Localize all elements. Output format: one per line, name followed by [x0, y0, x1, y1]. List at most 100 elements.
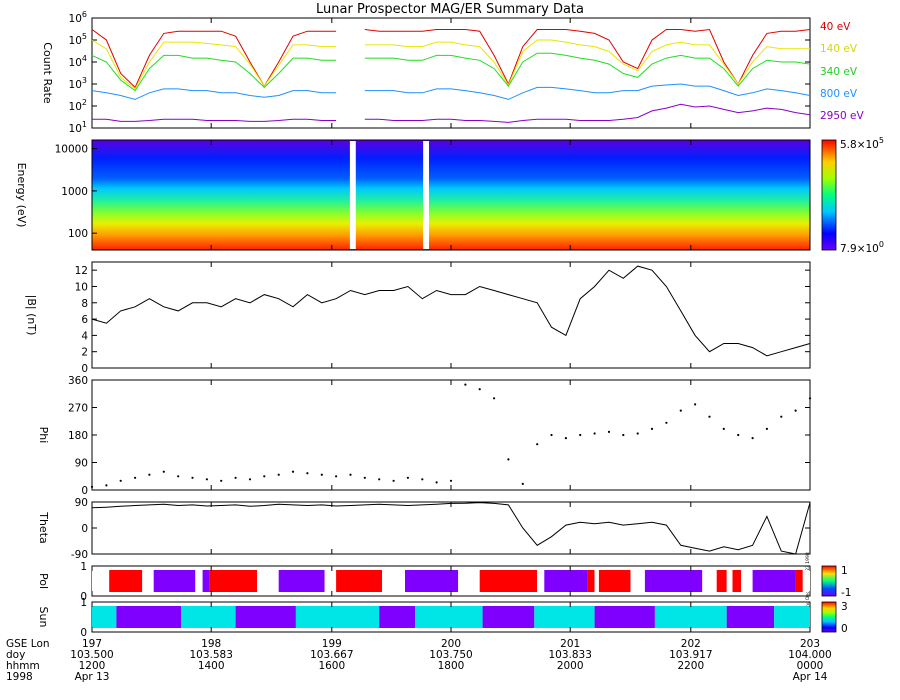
phi-ytick-label: 360 — [68, 375, 88, 387]
phi-point — [349, 473, 352, 476]
phi-point — [105, 484, 108, 487]
theta-line — [91, 502, 811, 555]
bmag-panel — [91, 261, 811, 369]
pol-segment — [142, 570, 154, 592]
theta-panel — [91, 501, 811, 555]
energy-colorbar-min: 7.9×100 — [840, 240, 884, 255]
count-rate-series-line — [91, 39, 810, 90]
phi-point — [722, 427, 725, 430]
pol-segment — [644, 570, 703, 592]
sun-segment — [774, 606, 810, 628]
legend-800ev: 800 eV — [820, 88, 858, 100]
phi-point — [177, 475, 180, 478]
phi-point — [220, 479, 223, 482]
footer-tick-hhmm: 1400 — [198, 660, 225, 672]
sun-segment — [235, 606, 296, 628]
count-rate-panel — [91, 17, 811, 129]
pol-segment — [324, 570, 337, 592]
count-rate-legend: 40 eV 140 eV 340 eV 800 eV 2950 eV — [820, 21, 865, 122]
energy-data-gap — [349, 141, 356, 249]
phi-point — [607, 430, 611, 433]
pol-segment — [458, 570, 480, 592]
footer-tick-hhmm: 1800 — [438, 660, 465, 672]
pol-segment — [587, 570, 595, 592]
footer-tick-hhmm: 0000 — [797, 660, 824, 672]
footer-label-doy: doy — [6, 649, 25, 661]
sun-segment — [379, 606, 416, 628]
phi-point — [162, 470, 165, 473]
phi-panel — [91, 379, 811, 491]
phi-point — [808, 397, 812, 400]
sun-segment — [654, 606, 727, 628]
pol-segment — [209, 570, 258, 592]
footer-tick-hhmm: 2200 — [677, 660, 704, 672]
pol-segment — [257, 570, 279, 592]
pol-segment — [726, 570, 733, 592]
phi-point — [320, 473, 323, 476]
bmag-ytick-label: 6 — [81, 314, 88, 326]
pol-segment — [741, 570, 753, 592]
phi-point — [392, 479, 395, 482]
pol-segment — [92, 570, 110, 592]
phi-point — [665, 421, 668, 424]
theta-ytick-label: -90 — [71, 549, 88, 561]
ylabel-theta: Theta — [37, 511, 50, 544]
energy-colorbar — [821, 139, 837, 251]
pol-segment — [752, 570, 796, 592]
phi-point — [694, 403, 697, 406]
phi-point — [679, 409, 682, 412]
ylabel-sun: Sun — [37, 607, 50, 628]
phi-point — [263, 475, 266, 478]
pol-segment — [795, 570, 803, 592]
pol-segment — [702, 570, 717, 592]
theta-ytick-label: 90 — [75, 497, 88, 509]
ylabel-bmag: |B| (nT) — [25, 295, 38, 336]
phi-point — [421, 478, 424, 481]
footer-label-hhmm: hhmm — [6, 660, 40, 672]
phi-point — [794, 409, 797, 412]
footer-tick-date: Apr 13 — [75, 671, 110, 683]
pol-segment — [109, 570, 143, 592]
plot-marks: 1011021031041051061001000100000246810120… — [55, 10, 832, 683]
bmag-ytick-label: 2 — [81, 347, 88, 359]
footer-label-year: 1998 — [6, 671, 33, 683]
count-rate-series-line — [91, 83, 811, 100]
bmag-ytick-label: 10 — [75, 281, 88, 293]
sun-segment — [181, 606, 236, 628]
pol-segment — [544, 570, 588, 592]
phi-point — [134, 476, 137, 479]
energy-ytick-label: 100 — [68, 228, 88, 240]
count-rate-series-line — [92, 103, 811, 123]
sun-ytick-label: 1 — [80, 597, 87, 609]
energy-ytick-label: 10000 — [55, 144, 88, 156]
pol-segment — [537, 570, 545, 592]
legend-40ev: 40 eV — [820, 21, 851, 33]
footer-tick-doy: 103.750 — [429, 649, 472, 661]
count-rate-ytick-label: 105 — [69, 32, 87, 47]
ylabel-count-rate: Count Rate — [41, 42, 54, 104]
phi-point — [737, 433, 740, 437]
pol-segment — [336, 570, 383, 592]
legend-340ev: 340 eV — [820, 66, 858, 78]
phi-point — [335, 475, 338, 478]
phi-point — [521, 482, 524, 485]
phi-point — [248, 478, 252, 481]
phi-point — [780, 415, 783, 418]
footer-tick-doy: 103.583 — [189, 649, 232, 661]
footer-tick-doy: 104.000 — [788, 649, 831, 661]
legend-2950ev: 2950 eV — [820, 110, 865, 122]
phi-point — [765, 427, 769, 430]
footer-tick-hhmm: 1600 — [318, 660, 345, 672]
phi-point — [493, 397, 496, 400]
phi-point — [708, 415, 711, 418]
phi-point — [435, 481, 438, 484]
bmag-ytick-label: 12 — [75, 265, 88, 277]
legend-140ev: 140 eV — [820, 43, 858, 55]
sun-colorbar — [821, 601, 837, 633]
phi-point — [622, 433, 625, 437]
footer-tick-date: Apr 14 — [793, 671, 828, 683]
pol-segment — [716, 570, 727, 592]
count-rate-series-line — [91, 52, 811, 92]
